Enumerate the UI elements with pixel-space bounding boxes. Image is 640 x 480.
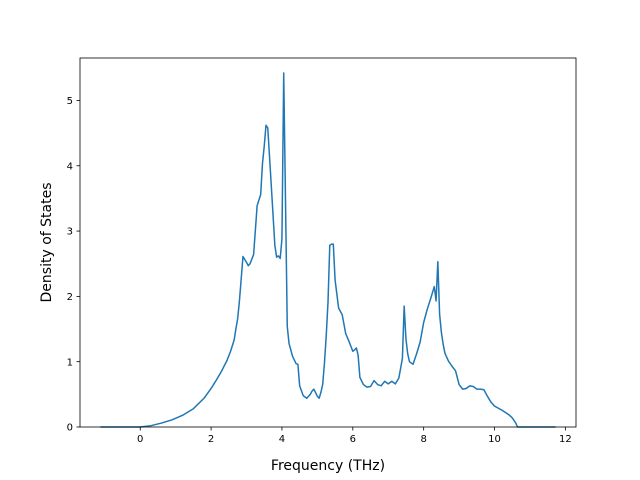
y-tick-label: 1: [67, 357, 73, 368]
y-tick-label: 4: [67, 161, 73, 172]
x-tick-label: 0: [137, 434, 143, 445]
y-axis: 0 1 2 3 4 5: [67, 96, 80, 434]
dos-series-line-0: [100, 72, 556, 428]
y-tick-label: 0: [67, 423, 73, 434]
x-axis: 0 2 4 6 8 10 12: [137, 427, 572, 445]
y-tick-label: 3: [67, 227, 73, 238]
plot-area: [100, 72, 556, 428]
y-axis-label: Density of States: [39, 183, 55, 303]
x-tick-label: 10: [488, 434, 501, 445]
x-axis-label: Frequency (THz): [271, 458, 385, 474]
x-tick-label: 8: [420, 434, 426, 445]
plot-frame: [79, 57, 577, 428]
x-tick-label: 6: [350, 434, 356, 445]
y-tick-label: 5: [67, 96, 73, 107]
x-tick-label: 4: [279, 434, 285, 445]
x-tick-label: 12: [559, 434, 572, 445]
y-tick-label: 2: [67, 292, 73, 303]
x-tick-label: 2: [208, 434, 214, 445]
